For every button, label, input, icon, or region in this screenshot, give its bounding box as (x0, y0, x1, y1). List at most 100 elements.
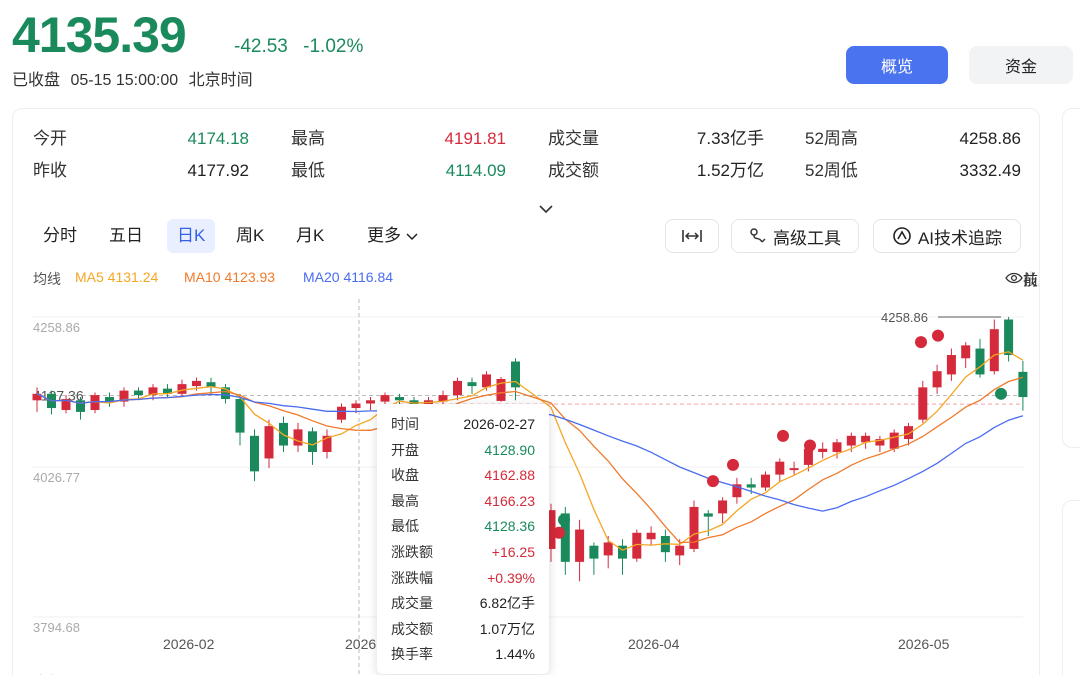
ma10-line (36, 376, 1024, 544)
candle-body (961, 345, 971, 359)
stat-open: 今开 4174.18 (33, 127, 249, 151)
y-tick-label: 4258.86 (33, 320, 80, 335)
candle-body (148, 387, 158, 396)
eye-icon[interactable] (1005, 272, 1023, 284)
side-panel-lower (1062, 500, 1080, 675)
candle-body (1018, 371, 1028, 398)
candle-body (546, 510, 556, 549)
signal-dot (707, 475, 719, 488)
candle-body (351, 403, 361, 409)
tooltip-row: 涨跌幅 +0.39% (391, 566, 535, 592)
stat-low: 最低 4114.09 (291, 159, 506, 183)
overview-button[interactable]: 概览 (846, 46, 948, 84)
candle-body (875, 439, 885, 446)
tooltip-key: 最低 (391, 518, 419, 535)
candle-body (76, 400, 85, 412)
kline-chart[interactable]: 4258.86 4026.77 3794.68 4137.36 4258.86 2026-… (13, 299, 1040, 675)
candle-body (918, 387, 928, 420)
candle-body (105, 397, 114, 402)
ai-tracking-label: AI技术追踪 (917, 228, 1003, 248)
tooltip-row: 最低 4128.36 (391, 514, 535, 540)
candle-body (789, 468, 799, 471)
max-price-label: 4258.86 (881, 310, 928, 325)
candle-body (746, 484, 756, 488)
candle-body (689, 506, 699, 549)
crosshair-value: 4137.36 (33, 388, 84, 404)
candle-body (438, 395, 448, 402)
funds-button[interactable]: 资金 (969, 46, 1073, 84)
side-panel (1062, 108, 1080, 448)
advanced-tools-label: 高级工具 (773, 228, 841, 248)
tooltip-value: 4128.36 (484, 518, 535, 535)
candle-body (467, 382, 477, 387)
candle-body (366, 400, 375, 404)
chevron-down-icon (406, 233, 418, 241)
tooltip-key: 最高 (391, 492, 419, 509)
stat-label: 成交量 (548, 129, 599, 148)
stat-label: 昨收 (33, 161, 67, 180)
stat-label: 52周低 (805, 161, 858, 180)
tab-more-label: 更多 (367, 226, 401, 245)
quote-header: 4135.39 -42.53 -1.02% 已收盘 05-15 15:00:00… (12, 6, 1080, 106)
signal-dot (553, 526, 565, 539)
x-tick-label: 2026-05 (898, 636, 950, 652)
stat-turnover: 成交额 1.52万亿 (548, 159, 764, 183)
candle-body (861, 435, 871, 443)
tooltip-value: 4162.88 (484, 467, 535, 484)
tab-weekly-k[interactable]: 周K (236, 226, 265, 245)
status-timezone: 北京时间 (188, 72, 253, 89)
market-status: 已收盘 05-15 15:00:00 北京时间 (12, 66, 259, 90)
tab-intraday[interactable]: 分时 (43, 226, 77, 245)
tooltip-key: 涨跌额 (391, 543, 433, 560)
candle-body (192, 380, 201, 387)
price-adjust-toggle[interactable]: 前复权 (1023, 272, 1039, 289)
candle-body (264, 426, 274, 459)
signal-dot (932, 329, 944, 342)
candle-body (932, 371, 942, 388)
fit-width-button[interactable] (665, 219, 719, 253)
candle-body (603, 542, 613, 556)
tab-five-day[interactable]: 五日 (109, 226, 143, 245)
candle-body (1004, 319, 1014, 356)
status-text: 已收盘 (12, 72, 61, 89)
advanced-tools-button[interactable]: 高级工具 (731, 219, 859, 253)
ai-tracking-button[interactable]: AI技术追踪 (873, 219, 1021, 253)
tab-daily-k[interactable]: 日K (167, 219, 216, 253)
tooltip-value: 2026-02-27 (463, 416, 535, 432)
candle-body (575, 529, 585, 562)
candle-body (395, 397, 404, 401)
candle-body (482, 374, 491, 388)
candle-body (832, 442, 842, 452)
stat-value: 4114.09 (445, 161, 506, 180)
expand-horizontal-icon (682, 230, 702, 242)
chevron-down-icon[interactable] (538, 203, 554, 215)
signal-dot (558, 513, 570, 526)
stat-label: 最低 (291, 161, 325, 180)
candle-body (163, 388, 172, 394)
tab-monthly-k[interactable]: 月K (296, 226, 325, 245)
candle-body (453, 380, 462, 396)
candle-body (646, 532, 656, 540)
ma5-value: MA5 4131.24 (75, 269, 159, 285)
ma-label: 均线 (33, 271, 61, 287)
ma10-value: MA10 4123.93 (184, 269, 276, 285)
tooltip-row: 时间 2026-02-27 (391, 412, 535, 438)
tooltip-row: 最高 4166.23 (391, 489, 535, 515)
stat-label: 52周高 (805, 129, 858, 148)
y-tick-label: 4026.77 (33, 470, 80, 485)
x-tick-label: 2026-02 (163, 636, 215, 652)
tab-more[interactable]: 更多 (357, 219, 428, 253)
stat-label: 成交额 (548, 161, 599, 180)
tooltip-value: 6.82亿手 (479, 595, 535, 612)
tooltip-row: 涨跌额 +16.25 (391, 540, 535, 566)
tooltip-key: 成交额 (391, 620, 433, 637)
candle-body (380, 395, 390, 402)
signal-dot (727, 458, 739, 471)
ma20-value: MA20 4116.84 (303, 269, 394, 285)
current-price: 4135.39 (12, 7, 187, 63)
stat-high: 最高 4191.81 (291, 127, 506, 151)
divider: | (1029, 269, 1033, 286)
candle-body (632, 532, 642, 559)
candle-body (818, 448, 828, 452)
tech-annotation-toggle[interactable]: 技术标注 (1023, 272, 1039, 289)
